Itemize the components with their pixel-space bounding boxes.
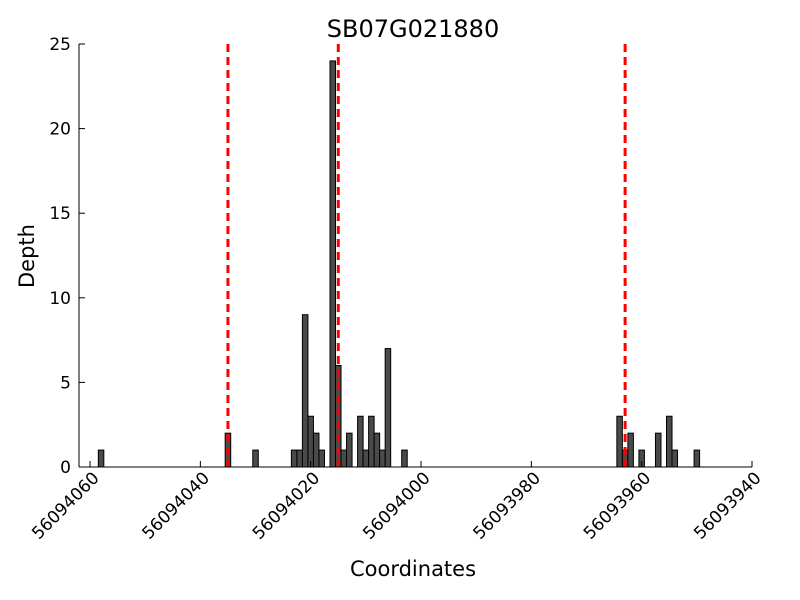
x-tick-label-4: 56093980 [470,468,545,543]
bar-7 [312,432,320,468]
bar-3 [290,449,298,468]
bar-26 [671,449,679,468]
x-tick-label-0: 56094060 [28,468,103,543]
bar-14 [362,449,370,468]
bar-6 [307,415,314,468]
x-tick-label-1: 56094040 [139,468,214,543]
y-tick-label-1: 5 [60,373,71,393]
y-tick-label-2: 10 [49,289,71,309]
bar-15 [368,415,375,468]
chart-title: SB07G021880 [327,15,499,43]
bar-8 [318,449,325,468]
bar-20 [616,415,623,468]
bar-13 [357,415,364,468]
bar-series [97,60,701,468]
y-axis-label: Depth [15,224,39,288]
x-axis-label: Coordinates [350,557,476,581]
bar-27 [693,449,701,468]
bar-9 [329,60,337,468]
bar-24 [654,432,662,468]
bar-16 [373,432,381,468]
y-tick-label-5: 25 [49,35,71,55]
bar-0 [97,449,105,468]
y-tick-label-3: 15 [49,204,71,224]
axes: 0 5 10 15 20 25 56094060 56094040 56094020 560940… [28,35,765,544]
bar-22 [627,432,634,468]
bar-4 [296,449,303,468]
reference-lines [226,44,627,467]
bar-19 [401,449,408,468]
bar-5 [301,314,309,468]
bar-11 [340,449,348,468]
y-tick-label-4: 20 [49,120,71,140]
y-tick-label-0: 0 [60,458,71,478]
bar-2 [252,449,259,468]
x-tick-label-2: 56094020 [249,468,324,543]
bar-25 [666,415,673,468]
x-tick-label-6: 56093940 [690,468,765,543]
bar-17 [379,449,386,468]
x-tick-label-3: 56094000 [359,468,434,543]
bar-12 [346,432,353,468]
x-tick-label-5: 56093960 [580,468,655,543]
bar-18 [384,348,392,468]
